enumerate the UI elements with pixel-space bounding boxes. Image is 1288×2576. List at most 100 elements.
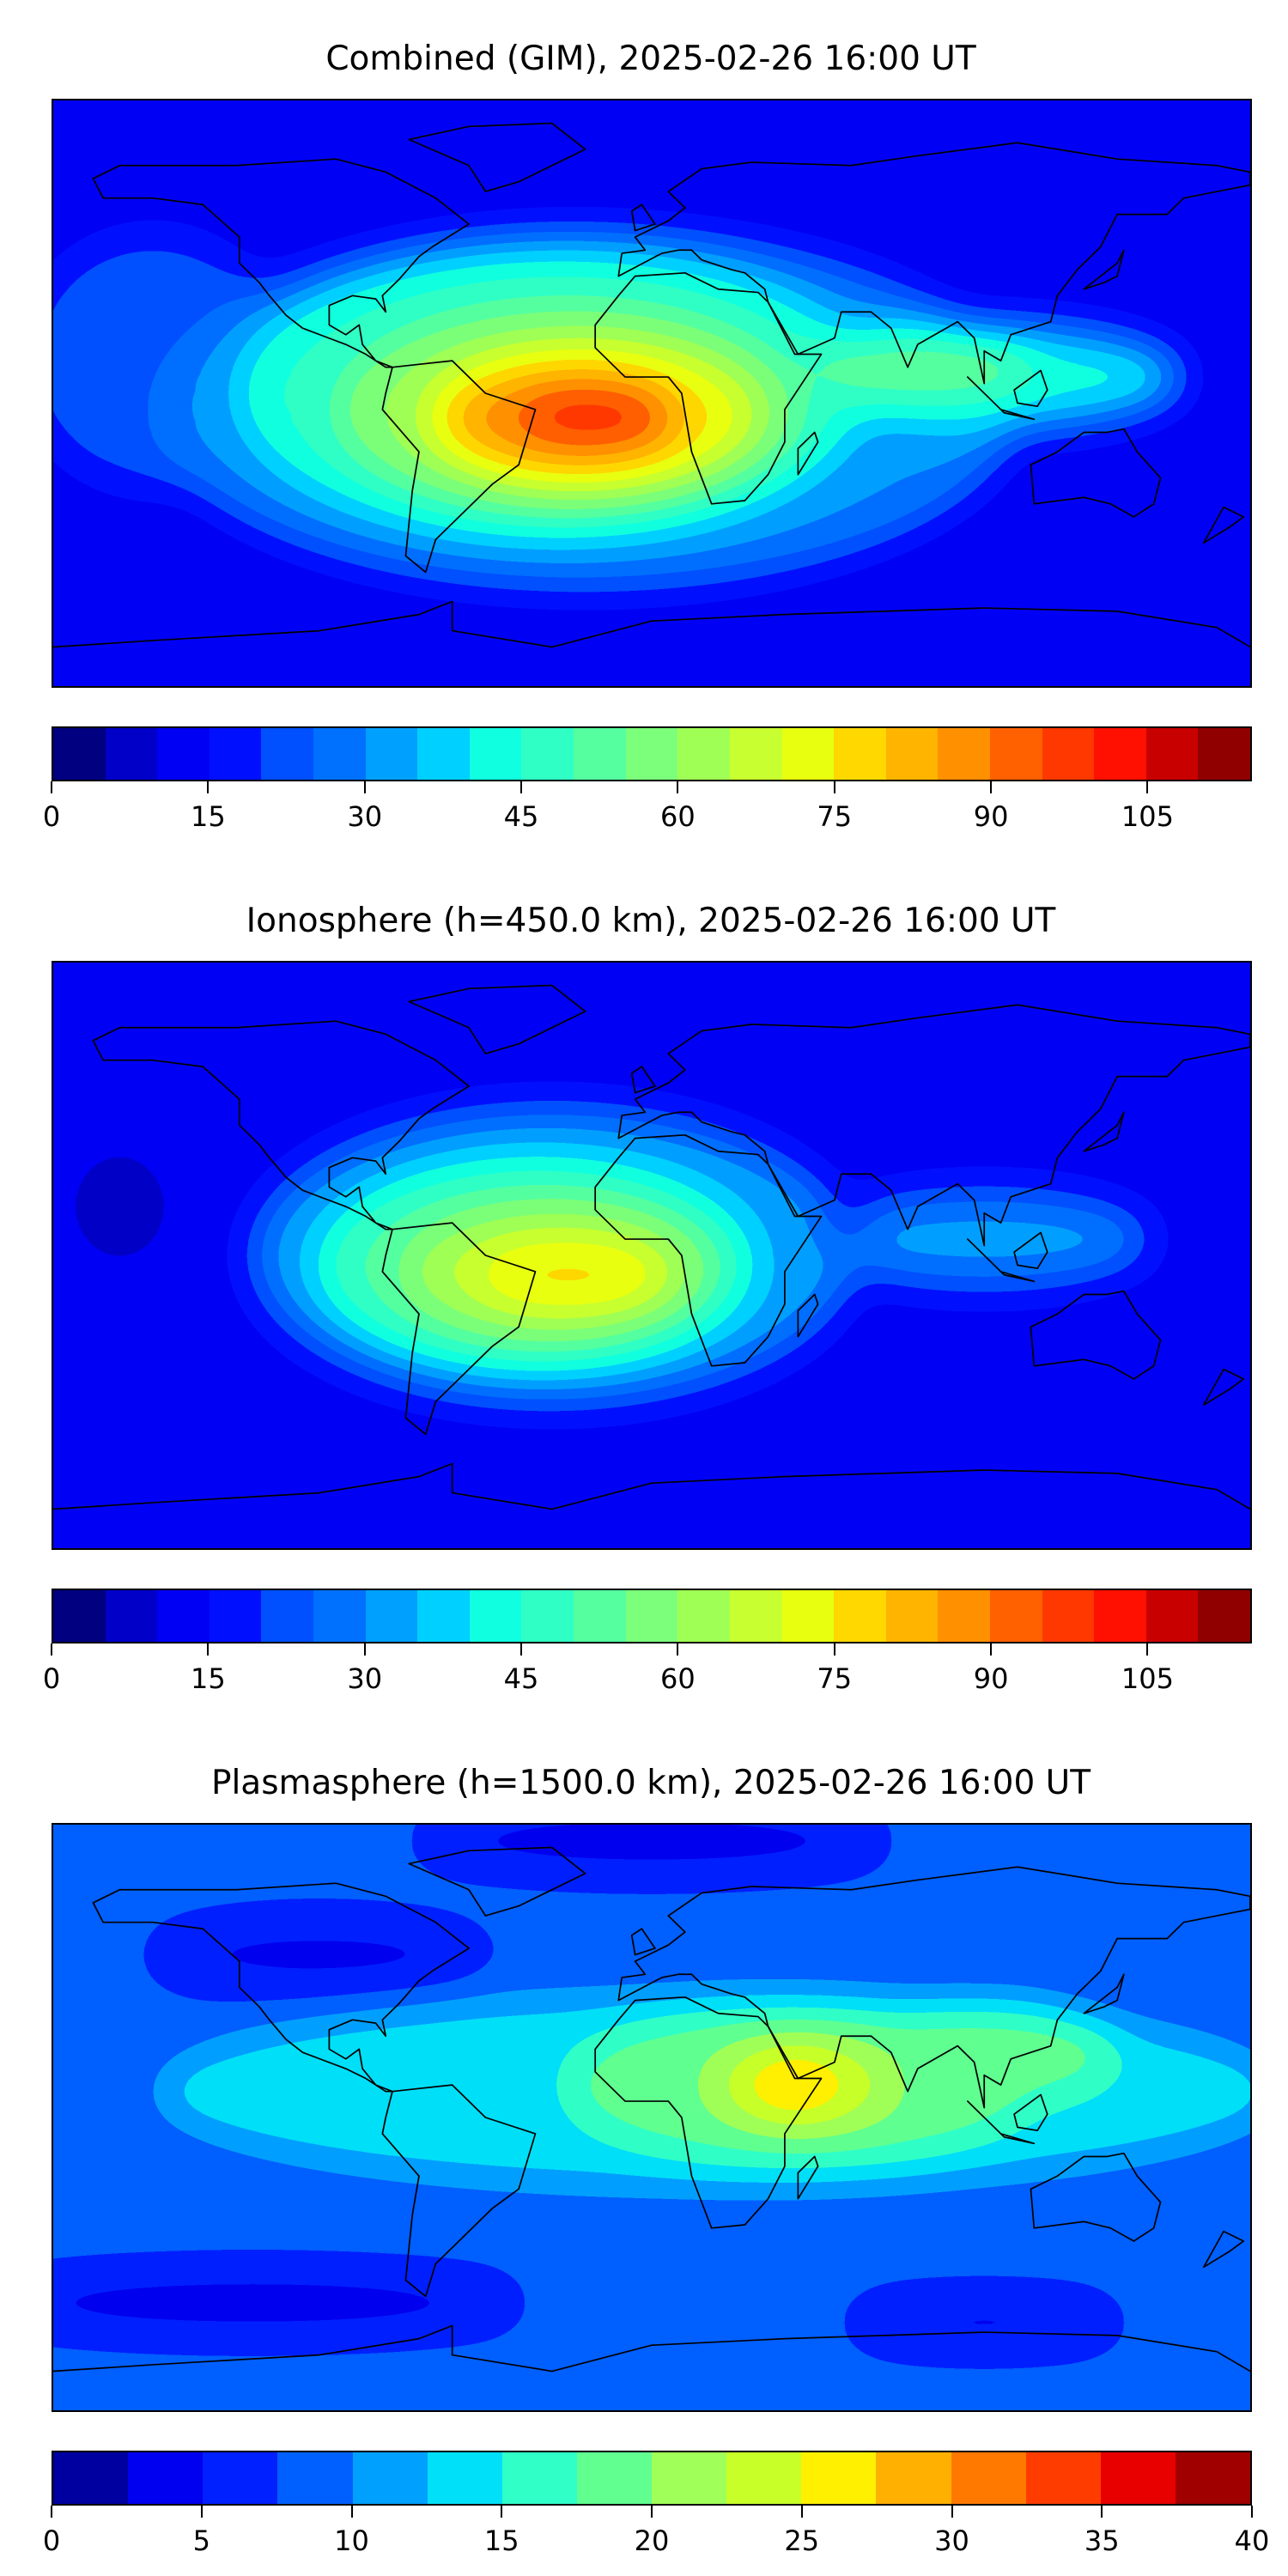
- colorbar-tick-label: 0: [42, 1662, 61, 1695]
- colorbar-bin: [1198, 1590, 1251, 1642]
- coastline: [53, 600, 1250, 648]
- colorbar-tick-label: 15: [190, 1662, 226, 1695]
- colorbar-bin: [352, 2452, 428, 2504]
- coastline: [1013, 1231, 1048, 1270]
- colorbar-tick-label: 105: [1121, 800, 1174, 833]
- colorbar-tick-label: 60: [660, 1662, 696, 1695]
- colorbar-plasmasphere: [52, 2451, 1252, 2506]
- colorbar-tick: [677, 1643, 679, 1656]
- colorbar-tick-label: 40: [1234, 2524, 1270, 2557]
- contour-field: [53, 1825, 1250, 2410]
- colorbar-bin: [834, 1590, 886, 1642]
- colorbar-ticks-ionosphere: 0 15 30 45 60 75 90 105: [43, 1643, 1252, 1695]
- colorbar-bin: [1042, 1590, 1095, 1642]
- contour-field: [53, 100, 1250, 686]
- contour-region: [801, 334, 1035, 400]
- colorbar-bin: [521, 728, 574, 780]
- colorbar-bin: [469, 728, 522, 780]
- colorbar-bin: [885, 728, 939, 780]
- colorbar-tick-label: 60: [660, 800, 696, 833]
- chart-title-plasmasphere: Plasmasphere (h=1500.0 km), 2025-02-26 1…: [210, 1764, 1091, 1802]
- colorbar-tick-label: 20: [634, 2524, 670, 2557]
- colorbar-tick: [207, 1643, 210, 1656]
- colorbar-tick: [990, 781, 993, 793]
- colorbar-bin: [128, 2452, 204, 2504]
- colorbar-bin: [261, 1590, 314, 1642]
- coastline: [1030, 2152, 1162, 2242]
- colorbar-tick: [520, 1643, 523, 1656]
- colorbar-tick: [200, 2506, 203, 2518]
- colorbar-tick-label: 10: [334, 2524, 369, 2557]
- coastline: [92, 1020, 470, 1230]
- coastline: [1083, 1973, 1125, 2014]
- colorbar-tick: [1101, 2506, 1103, 2518]
- contour-region: [851, 2302, 1118, 2342]
- colorbar-bin: [365, 1590, 418, 1642]
- contour-region: [824, 1216, 865, 1242]
- coastline: [630, 1066, 656, 1094]
- colorbar-bin: [1100, 2452, 1176, 2504]
- coastline: [966, 2100, 1036, 2145]
- colorbar-bin: [277, 2452, 353, 2504]
- coastline: [53, 2324, 1250, 2372]
- colorbar-tick: [1146, 1643, 1149, 1656]
- colorbar-bin: [157, 1590, 210, 1642]
- colorbar-tick-label: 90: [973, 1662, 1009, 1695]
- colorbar-tick-label: 0: [42, 2524, 61, 2557]
- colorbar-bin: [625, 1590, 678, 1642]
- colorbar-bin: [313, 1590, 366, 1642]
- coastline: [1202, 2230, 1245, 2269]
- colorbar-tick-label: 90: [973, 800, 1009, 833]
- colorbar-tick-label: 45: [503, 800, 539, 833]
- coastline: [966, 376, 1036, 421]
- colorbar-bin: [1094, 728, 1146, 780]
- colorbar-bin: [1198, 728, 1251, 780]
- colorbar-tick: [833, 781, 835, 793]
- colorbar-tick: [1146, 781, 1149, 793]
- map-ionosphere: [52, 961, 1252, 1550]
- contour-region: [475, 1242, 662, 1308]
- colorbar-tick-label: 75: [817, 800, 853, 833]
- colorbar-tick: [501, 2506, 503, 2518]
- contour-region: [519, 390, 665, 442]
- colorbar-tick: [951, 2506, 953, 2518]
- colorbar-tick: [207, 781, 210, 793]
- coastline: [408, 122, 586, 192]
- colorbar-bin: [53, 1590, 106, 1642]
- colorbar-bin: [261, 728, 314, 780]
- coastline: [92, 158, 470, 368]
- colorbar-tick-label: 0: [42, 800, 61, 833]
- colorbar-tick: [363, 1643, 366, 1656]
- chart-title-ionosphere: Ionosphere (h=450.0 km), 2025-02-26 16:0…: [246, 902, 1056, 940]
- coastline: [797, 431, 819, 476]
- colorbar-tick-label: 30: [347, 800, 383, 833]
- heatmap-svg: [53, 1825, 1250, 2410]
- contour-region: [153, 1922, 486, 1988]
- contour-region: [53, 2276, 519, 2330]
- colorbar-tick: [51, 781, 52, 793]
- contour-field: [53, 963, 1250, 1548]
- colorbar-bin: [203, 2452, 278, 2504]
- colorbar-tick: [677, 781, 679, 793]
- coastline: [797, 1293, 819, 1338]
- coastline: [1083, 249, 1125, 290]
- coastline: [1030, 1290, 1162, 1380]
- colorbar-tick-label: 15: [190, 800, 226, 833]
- coastline: [1083, 1111, 1125, 1152]
- contour-region: [419, 1825, 884, 1868]
- colorbar-bin: [677, 1590, 730, 1642]
- colorbar-tick-label: 5: [192, 2524, 210, 2557]
- coastline: [381, 360, 537, 574]
- colorbar-bin: [521, 1590, 574, 1642]
- colorbar-bin: [938, 728, 990, 780]
- colorbar-tick-label: 105: [1121, 1662, 1174, 1695]
- colorbar-bin: [313, 728, 366, 780]
- contour-region: [751, 2062, 838, 2108]
- coastline: [617, 1004, 1250, 1247]
- colorbar-bin: [652, 2452, 727, 2504]
- coastline: [617, 142, 1250, 385]
- colorbar-tick: [51, 1643, 52, 1656]
- colorbar-bin: [729, 728, 782, 780]
- chart-title-combined: Combined (GIM), 2025-02-26 16:00 UT: [325, 39, 976, 78]
- heatmap-svg: [53, 963, 1250, 1548]
